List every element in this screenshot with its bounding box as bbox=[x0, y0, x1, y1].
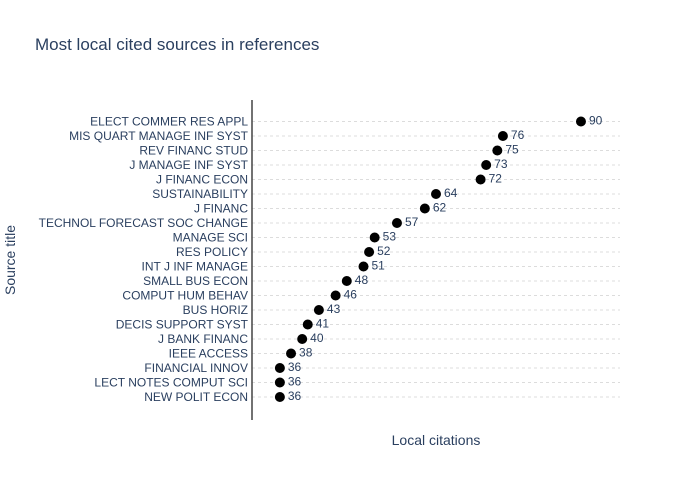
data-label: 53 bbox=[383, 230, 397, 244]
data-point[interactable] bbox=[369, 232, 380, 243]
y-tick-label: ELECT COMMER RES APPL bbox=[90, 115, 248, 129]
data-points bbox=[274, 116, 586, 402]
y-tick-label: FINANCIAL INNOV bbox=[144, 361, 248, 375]
y-tick-label: IEEE ACCESS bbox=[169, 347, 248, 361]
x-axis-title: Local citations bbox=[392, 432, 481, 448]
data-label: 52 bbox=[377, 244, 391, 258]
data-label: 36 bbox=[288, 375, 302, 389]
data-label: 43 bbox=[327, 302, 341, 316]
y-axis-title: Source title bbox=[2, 225, 18, 295]
data-point[interactable] bbox=[358, 261, 369, 272]
data-point[interactable] bbox=[274, 363, 285, 373]
y-tick-label: MIS QUART MANAGE INF SYST bbox=[69, 129, 249, 143]
data-point[interactable] bbox=[274, 392, 285, 402]
data-point[interactable] bbox=[431, 189, 441, 199]
y-tick-label: J FINANC bbox=[194, 202, 248, 216]
y-tick-label: DECIS SUPPORT SYST bbox=[116, 318, 249, 332]
y-tick-label: RES POLICY bbox=[176, 245, 248, 259]
data-point[interactable] bbox=[481, 160, 492, 170]
data-label: 51 bbox=[372, 259, 386, 273]
data-label: 64 bbox=[444, 186, 458, 200]
data-point[interactable] bbox=[364, 247, 375, 257]
chart-title: Most local cited sources in references bbox=[35, 35, 319, 54]
data-point[interactable] bbox=[297, 334, 308, 344]
y-tick-label: J BANK FINANC bbox=[158, 332, 248, 346]
data-point[interactable] bbox=[302, 319, 313, 330]
y-tick-label: REV FINANC STUD bbox=[139, 144, 248, 158]
data-point[interactable] bbox=[497, 131, 508, 141]
data-label: 72 bbox=[489, 172, 503, 186]
data-point[interactable] bbox=[391, 218, 402, 228]
data-label: 36 bbox=[288, 389, 302, 403]
data-label: 76 bbox=[511, 128, 525, 142]
data-label: 40 bbox=[310, 331, 324, 345]
data-point[interactable] bbox=[341, 276, 352, 286]
data-point[interactable] bbox=[330, 290, 341, 301]
data-point[interactable] bbox=[274, 377, 285, 388]
data-label: 36 bbox=[288, 360, 302, 374]
data-label: 38 bbox=[299, 346, 313, 360]
data-label: 46 bbox=[344, 288, 358, 302]
y-tick-label: NEW POLIT ECON bbox=[144, 390, 248, 404]
data-point[interactable] bbox=[575, 116, 586, 127]
data-point[interactable] bbox=[492, 145, 503, 156]
data-label: 41 bbox=[316, 317, 330, 331]
data-label: 75 bbox=[505, 143, 519, 157]
y-tick-label: J MANAGE INF SYST bbox=[129, 158, 248, 172]
data-point[interactable] bbox=[313, 305, 324, 315]
y-tick-label: BUS HORIZ bbox=[183, 303, 248, 317]
y-tick-label: INT J INF MANAGE bbox=[142, 260, 248, 274]
data-label: 90 bbox=[589, 114, 603, 128]
y-tick-label: TECHNOL FORECAST SOC CHANGE bbox=[39, 216, 248, 230]
y-tick-label: LECT NOTES COMPUT SCI bbox=[94, 376, 248, 390]
data-point[interactable] bbox=[475, 174, 486, 185]
data-point[interactable] bbox=[286, 348, 297, 359]
data-point[interactable] bbox=[419, 203, 430, 214]
y-tick-label: SUSTAINABILITY bbox=[152, 187, 248, 201]
data-label: 48 bbox=[355, 273, 369, 287]
data-label: 62 bbox=[433, 201, 447, 215]
data-label: 57 bbox=[405, 215, 419, 229]
grid-layer bbox=[252, 121, 620, 398]
y-tick-label: COMPUT HUM BEHAV bbox=[122, 289, 248, 303]
y-tick-label: MANAGE SCI bbox=[173, 231, 248, 245]
y-tick-label: SMALL BUS ECON bbox=[143, 274, 248, 288]
data-label: 73 bbox=[494, 157, 508, 171]
y-tick-label: J FINANC ECON bbox=[156, 173, 248, 187]
